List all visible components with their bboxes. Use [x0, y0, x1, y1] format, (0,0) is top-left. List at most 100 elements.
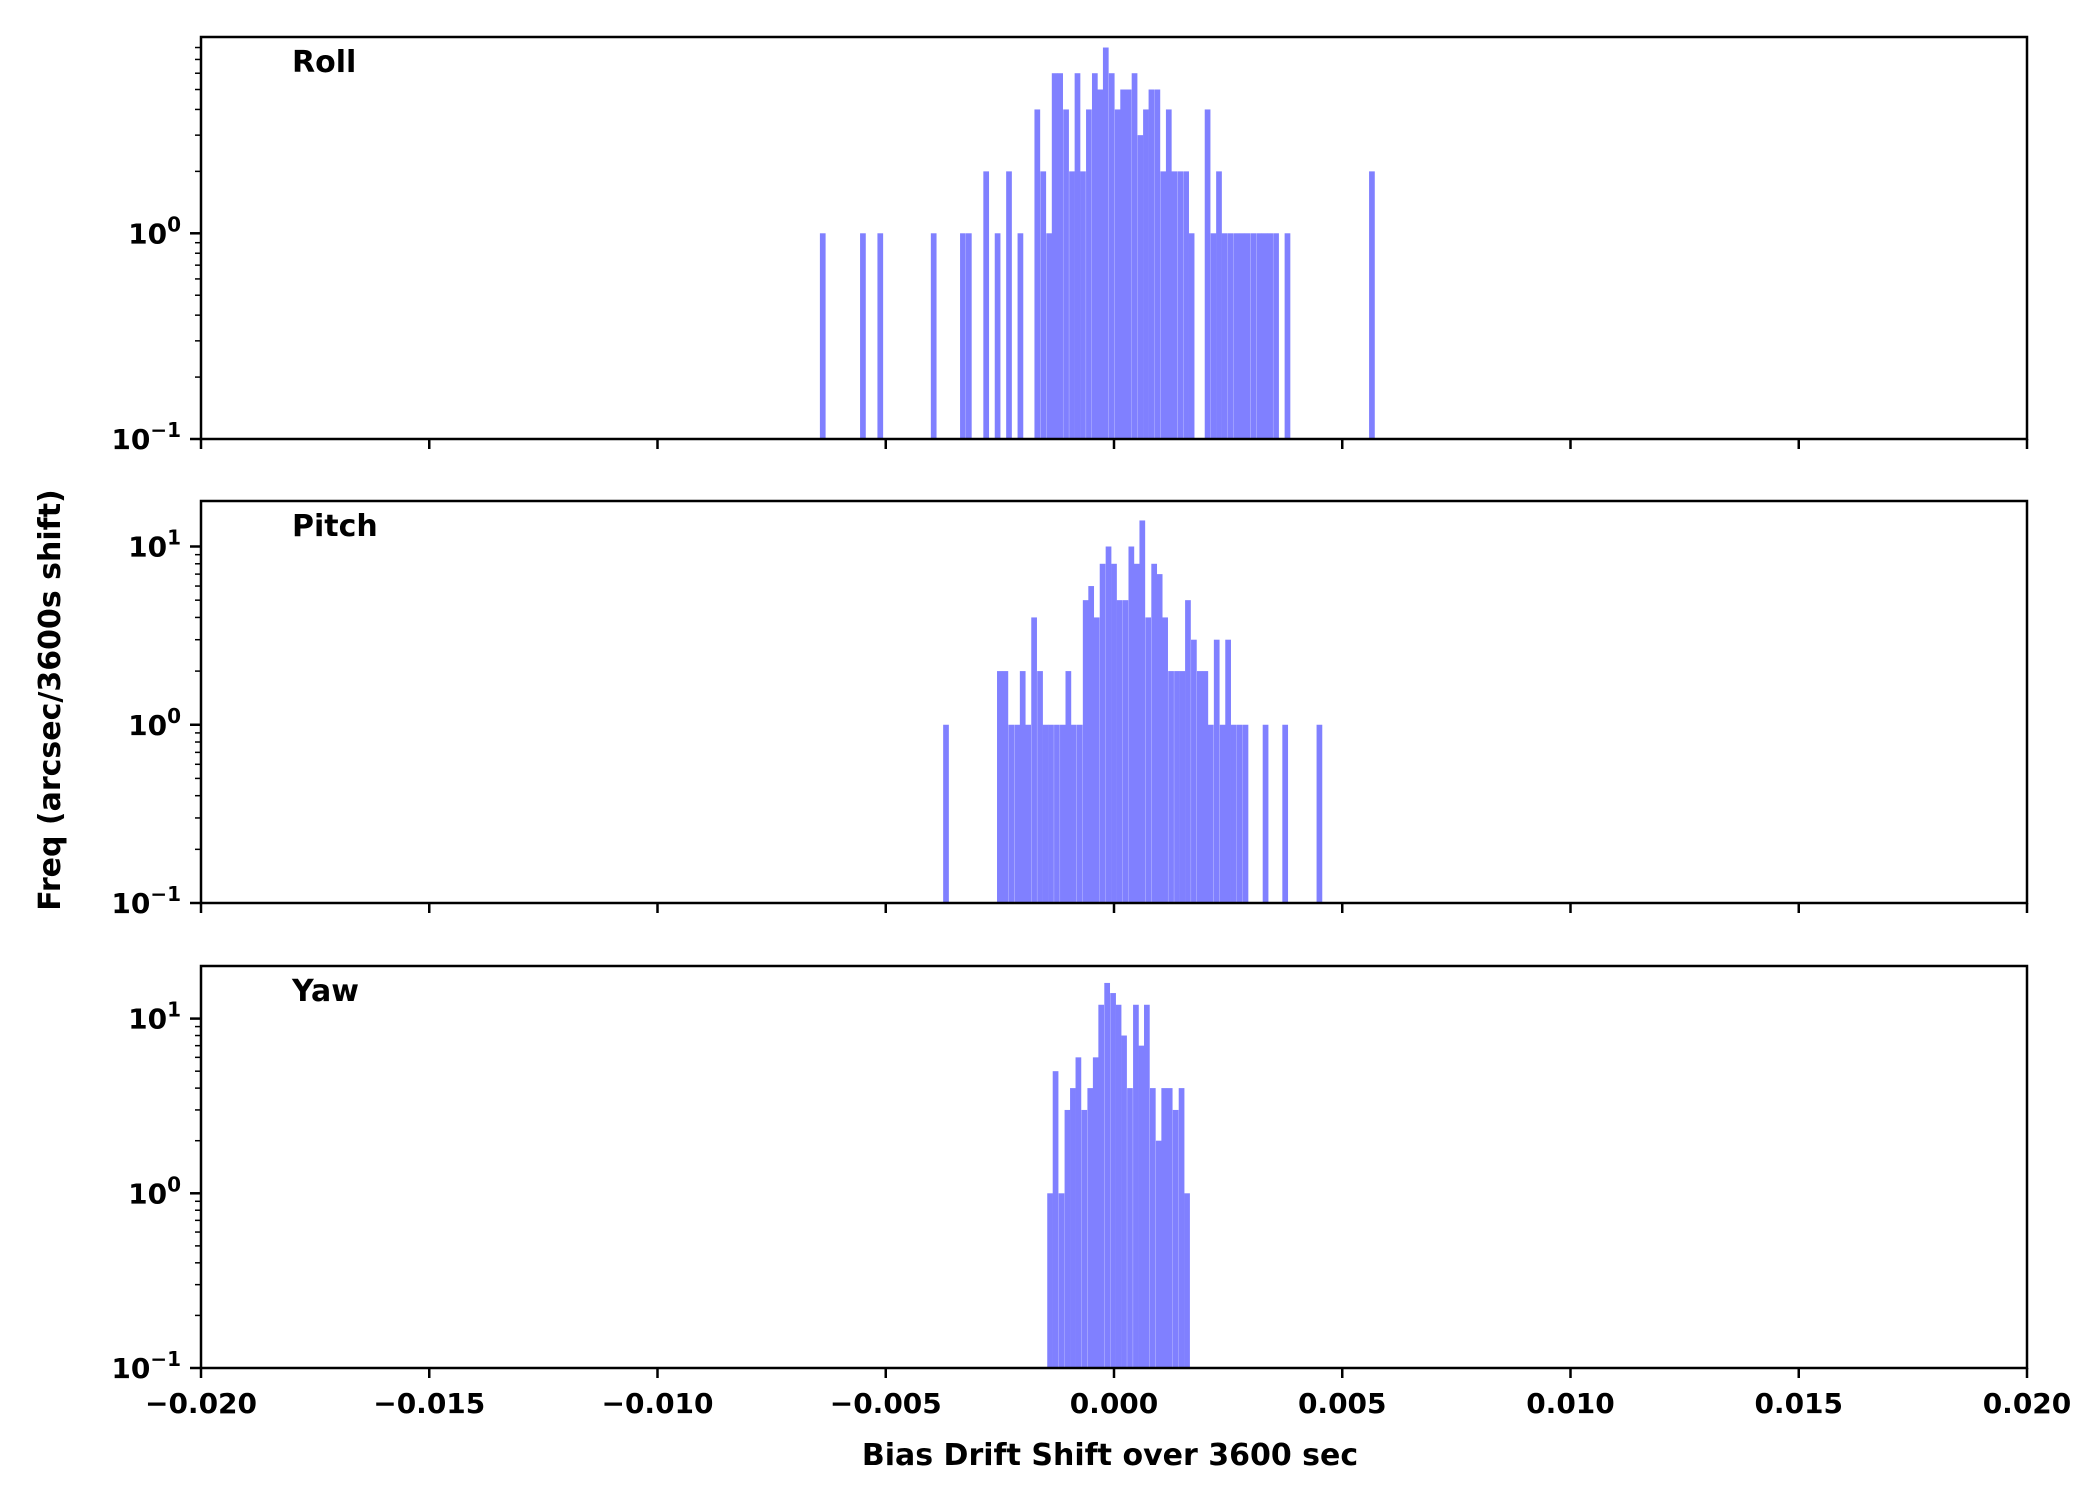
histogram-bar [1091, 73, 1098, 439]
histogram-bar [860, 233, 866, 439]
histogram-bar [1087, 1088, 1094, 1368]
histogram-bar [1174, 671, 1180, 903]
histogram-bar [1369, 171, 1375, 439]
histogram-bar [1210, 233, 1217, 439]
histogram-bar [1108, 73, 1115, 439]
histogram-bar [1196, 671, 1203, 903]
histogram-bar [1242, 724, 1249, 903]
panel-label: Yaw [291, 974, 359, 1009]
histogram-bar [1105, 546, 1112, 903]
histogram-bar [930, 233, 937, 439]
histogram-bar [1191, 639, 1197, 903]
histogram-bar [1074, 73, 1081, 439]
histogram-bar [1244, 233, 1251, 439]
histogram-bar [1037, 671, 1043, 903]
histogram-bar [1145, 617, 1152, 903]
histogram-bar [1121, 1035, 1127, 1368]
histogram-bar [983, 171, 990, 439]
histogram-bar [1133, 563, 1140, 903]
histogram-bar [1034, 109, 1041, 439]
histogram-bar [1133, 1004, 1139, 1368]
histogram-bar [1225, 639, 1231, 903]
histogram-bar [1166, 1088, 1173, 1368]
histogram-bar [1019, 671, 1026, 903]
histogram-bar [1202, 671, 1209, 903]
histogram-bar [1161, 1088, 1168, 1368]
x-axis-title: Bias Drift Shift over 3600 sec [862, 1438, 1358, 1473]
y-tick-label: 10−1 [111, 418, 181, 456]
histogram-bar [1070, 1088, 1076, 1368]
panel-yaw: −0.020 −0.015 −0.010 −0.005 0.000 0.005 0.010 0… [111, 964, 2072, 1420]
histogram-bar [1099, 563, 1106, 903]
histogram-bar [1052, 1071, 1059, 1368]
histogram-bar [1111, 563, 1117, 903]
histogram-bar [1081, 1109, 1088, 1368]
histogram-bar [1177, 171, 1184, 439]
histogram-bar [1063, 109, 1069, 439]
histogram-bar [1075, 1057, 1082, 1368]
histogram-bar [1250, 233, 1257, 439]
histogram-bar [1120, 89, 1126, 439]
x-tick-label: 0.010 [1526, 1387, 1615, 1420]
histogram-bar [1262, 724, 1269, 903]
histogram-bar [1154, 89, 1161, 439]
y-tick-label: 100 [128, 704, 181, 742]
panel-roll: 10−1 100 Roll [111, 35, 2029, 456]
panel-label: Pitch [292, 509, 378, 544]
histogram-bar [1122, 600, 1129, 903]
histogram-bar [1115, 1004, 1122, 1368]
histogram-bar [1256, 233, 1263, 439]
y-tick-label: 101 [128, 998, 181, 1036]
histogram-bar [1261, 233, 1268, 439]
histogram-bar [1171, 171, 1178, 439]
histogram-bar [1172, 1109, 1179, 1368]
histogram-bar [1178, 1088, 1185, 1368]
histogram-bar [1131, 73, 1138, 439]
histogram-bar [1031, 617, 1037, 903]
x-tick-label: 0.020 [1983, 1387, 2072, 1420]
histogram-bar [1042, 724, 1049, 903]
histogram-bar [943, 724, 949, 903]
histogram-bar [1051, 73, 1058, 439]
histogram-bar [1148, 89, 1155, 439]
histogram-bar [1093, 617, 1100, 903]
histogram-bar [1092, 1057, 1099, 1368]
histogram-bar [1097, 89, 1104, 439]
histogram-bar [1138, 1045, 1145, 1368]
histogram-bar [1088, 586, 1095, 903]
histogram-bar [877, 233, 884, 439]
histogram-bar [1267, 233, 1273, 439]
histogram-bar [1104, 982, 1111, 1368]
histogram-bar [1128, 546, 1135, 903]
histogram-bar [1058, 1193, 1065, 1368]
histogram-bar [1070, 724, 1077, 903]
histogram-bar [1069, 171, 1075, 439]
histogram-bar [1273, 233, 1279, 439]
y-tick-label: 101 [128, 526, 181, 564]
y-tick-label: 100 [128, 1172, 181, 1210]
histogram-bar [1002, 671, 1009, 903]
histogram-bar [960, 233, 966, 439]
histogram-bar [1060, 724, 1066, 903]
x-tick-label: 0.005 [1298, 1387, 1387, 1420]
histogram-bar [1048, 724, 1054, 903]
histogram-bar [1143, 109, 1149, 439]
histogram-bar [1127, 1088, 1133, 1368]
histogram-bar [1047, 1193, 1053, 1368]
panel-pitch: 10−1 100 101 Pitch [111, 499, 2029, 920]
histogram-bar [1284, 233, 1291, 439]
y-tick-label: 10−1 [111, 1347, 181, 1385]
histogram-bar [1064, 1109, 1071, 1368]
histogram-bar [1282, 724, 1289, 903]
histogram-bar [1114, 109, 1121, 439]
histogram-bar [997, 671, 1003, 903]
histogram-bar [1236, 724, 1243, 903]
histogram-bar [1207, 724, 1214, 903]
histogram-bar [1014, 724, 1021, 903]
histogram-bar [1086, 109, 1092, 439]
histogram-bar [1098, 1004, 1105, 1368]
histogram-bar [1149, 1088, 1156, 1368]
histogram-bar [1025, 724, 1032, 903]
histogram-bar [1183, 171, 1189, 439]
